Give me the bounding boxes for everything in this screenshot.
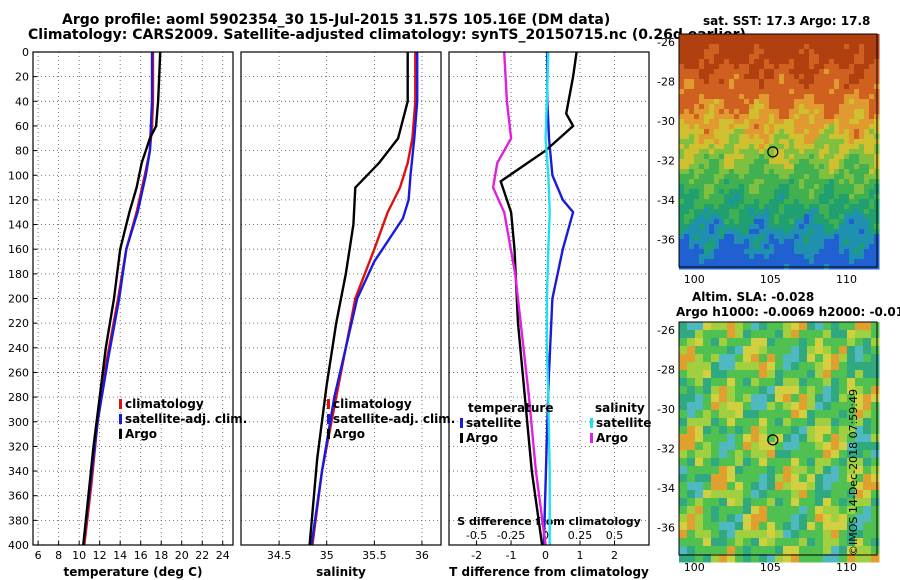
y-tick-label: 180 [8,268,29,281]
sst-map [679,34,880,270]
legend-swatch [327,414,330,424]
map-lat-label: -34 [657,482,675,495]
legend-label: climatology [333,397,412,411]
x-tick-label: -2 [471,549,482,562]
legend-label: satellite-adj. clim. [333,412,455,426]
x-tick-label: 35 [320,549,334,562]
legend-swatch [327,399,330,409]
y-tick-label: 40 [15,95,29,108]
x-tick-label: 16 [134,549,148,562]
y-tick-label: 120 [8,194,29,207]
legend-swatch [327,429,330,439]
map-lat-label: -30 [657,115,675,128]
map-lat-label: -32 [657,442,675,455]
map-lat-label: -34 [657,194,675,207]
x-tick-label: 6 [35,549,42,562]
x-tick-label: 20 [175,549,189,562]
y-tick-label: 80 [15,145,29,158]
legend-label: Argo [333,427,365,441]
legend-label: satellite [596,416,651,430]
sst-map-title: sat. SST: 17.3 Argo: 17.8 [703,14,870,28]
x-tick-label: 2 [611,549,618,562]
map-lon-label: 110 [836,273,857,286]
x-tick-label: -1 [506,549,517,562]
legend-swatch [590,433,593,443]
map-lat-label: -36 [657,521,675,534]
s-tick-label: 0.25 [568,529,593,542]
y-tick-label: 100 [8,169,29,182]
y-tick-label: 360 [8,490,29,503]
legend-swatch [460,418,463,428]
x-tick-label: 8 [55,549,62,562]
x-axis-label: T difference from climatology [449,565,649,579]
y-tick-label: 280 [8,391,29,404]
y-tick-label: 140 [8,219,29,232]
y-tick-label: 240 [8,342,29,355]
series-line-argo [310,52,408,545]
map-lon-label: 105 [760,273,781,286]
legend-label: Argo [596,431,628,445]
y-tick-label: 60 [15,120,29,133]
map-lat-label: -30 [657,403,675,416]
y-tick-label: 380 [8,514,29,527]
legend-title-salinity: salinity [595,401,645,415]
legend-label: satellite [466,416,521,430]
map-lon-label: 100 [684,273,705,286]
y-tick-label: 200 [8,293,29,306]
sla-map-title-2: Argo h1000: -0.0069 h2000: -0.015 [676,305,900,319]
x-axis-label: salinity [316,565,366,579]
legend-swatch [119,399,122,409]
legend-swatch [119,429,122,439]
y-tick-label: 320 [8,440,29,453]
legend-label: satellite-adj. clim. [125,412,247,426]
x-axis-label: temperature (deg C) [64,565,203,579]
legend-swatch [460,433,463,443]
map-lon-label: 100 [684,561,705,574]
x-tick-label: 12 [93,549,107,562]
map-lat-label: -28 [657,75,675,88]
x-tick-label: 1 [577,549,584,562]
map-lat-label: -26 [657,324,675,337]
x-tick-label: 36 [415,549,429,562]
y-tick-label: 220 [8,317,29,330]
y-tick-label: 300 [8,416,29,429]
map-lat-label: -32 [657,154,675,167]
x-tick-label: 35.5 [362,549,387,562]
y-tick-label: 340 [8,465,29,478]
y-tick-label: 20 [15,71,29,84]
s-tick-label: 0.5 [606,529,624,542]
legend-swatch [119,414,122,424]
map-lat-label: -36 [657,233,675,246]
y-tick-label: 260 [8,366,29,379]
y-tick-label: 0 [22,46,29,59]
map-lon-label: 105 [760,561,781,574]
legend-swatch [590,418,593,428]
x-tick-label: 10 [72,549,86,562]
y-tick-label: 160 [8,243,29,256]
legend-label: Argo [125,427,157,441]
s-tick-label: -0.25 [497,529,525,542]
x-tick-label: 24 [216,549,230,562]
sla-map-title-1: Altim. SLA: -0.028 [692,290,814,304]
x-tick-label: 0 [542,549,549,562]
x-tick-label: 14 [113,549,127,562]
x-tick-label: 34.5 [267,549,292,562]
s-tick-label: -0.5 [466,529,487,542]
y-tick-label: 400 [8,539,29,552]
map-lat-label: -28 [657,363,675,376]
legend-label: Argo [466,431,498,445]
map-lon-label: 110 [836,561,857,574]
series-line-t-satellite [544,52,573,545]
series-line-climatology [312,52,415,545]
x-tick-label: 18 [154,549,168,562]
legend-title-temperature: temperature [468,401,553,415]
imos-credit: ©IMOS 14-Dec-2018 07:59:49 [847,389,860,556]
map-lat-label: -26 [657,36,675,49]
legend-label: climatology [125,397,204,411]
x-tick-label: 22 [195,549,209,562]
